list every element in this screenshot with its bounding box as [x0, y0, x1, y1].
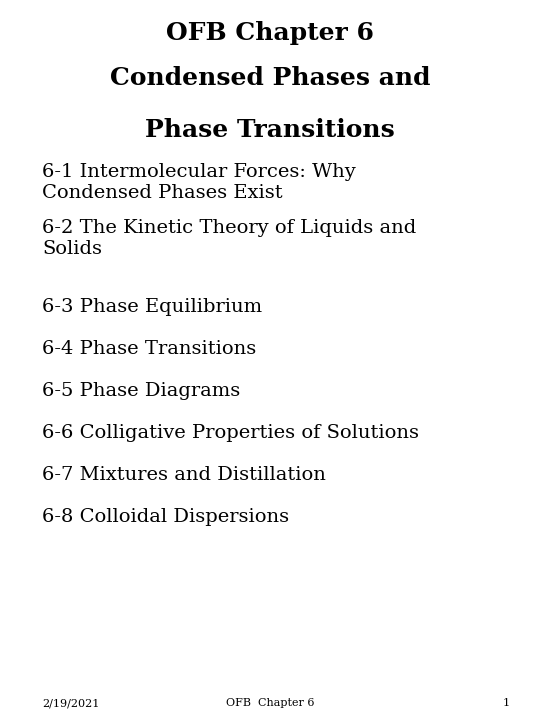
Text: 6-6 Colligative Properties of Solutions: 6-6 Colligative Properties of Solutions [42, 424, 419, 442]
Text: Condensed Phases and: Condensed Phases and [110, 66, 430, 90]
Text: 6-4 Phase Transitions: 6-4 Phase Transitions [42, 340, 256, 358]
Text: 6-2 The Kinetic Theory of Liquids and
Solids: 6-2 The Kinetic Theory of Liquids and So… [42, 219, 416, 258]
Text: 6-1 Intermolecular Forces: Why
Condensed Phases Exist: 6-1 Intermolecular Forces: Why Condensed… [42, 163, 356, 202]
Text: OFB Chapter 6: OFB Chapter 6 [166, 21, 374, 45]
Text: 6-3 Phase Equilibrium: 6-3 Phase Equilibrium [42, 298, 262, 316]
Text: Phase Transitions: Phase Transitions [145, 118, 395, 142]
Text: 6-5 Phase Diagrams: 6-5 Phase Diagrams [42, 382, 240, 400]
Text: 6-8 Colloidal Dispersions: 6-8 Colloidal Dispersions [42, 508, 289, 526]
Text: 1: 1 [503, 698, 510, 708]
Text: 6-7 Mixtures and Distillation: 6-7 Mixtures and Distillation [42, 466, 326, 484]
Text: 2/19/2021: 2/19/2021 [42, 698, 99, 708]
Text: OFB  Chapter 6: OFB Chapter 6 [226, 698, 314, 708]
